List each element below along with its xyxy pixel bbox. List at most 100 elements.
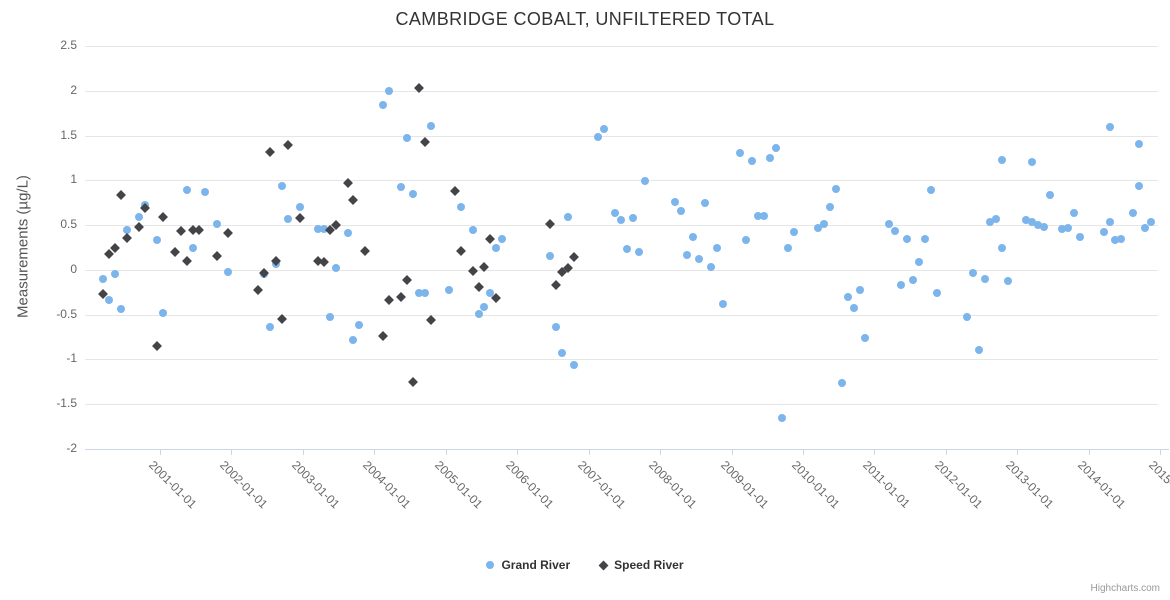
data-point-grand-river[interactable]: [313, 224, 322, 233]
data-point-grand-river[interactable]: [319, 224, 328, 233]
data-point-grand-river[interactable]: [355, 321, 364, 330]
data-point-grand-river[interactable]: [891, 227, 900, 236]
data-point-grand-river[interactable]: [551, 323, 560, 332]
data-point-grand-river[interactable]: [117, 305, 126, 314]
data-point-speed-river[interactable]: [396, 291, 407, 302]
data-point-grand-river[interactable]: [569, 360, 578, 369]
data-point-speed-river[interactable]: [122, 232, 133, 243]
data-point-grand-river[interactable]: [1117, 235, 1126, 244]
data-point-grand-river[interactable]: [688, 232, 697, 241]
data-point-grand-river[interactable]: [99, 274, 108, 283]
data-point-grand-river[interactable]: [819, 220, 828, 229]
data-point-speed-river[interactable]: [277, 314, 287, 325]
data-point-grand-river[interactable]: [986, 218, 995, 227]
data-point-grand-river[interactable]: [1004, 276, 1013, 285]
data-point-grand-river[interactable]: [849, 304, 858, 313]
data-point-grand-river[interactable]: [385, 86, 394, 95]
data-point-grand-river[interactable]: [135, 213, 144, 222]
data-point-grand-river[interactable]: [343, 229, 352, 238]
data-point-grand-river[interactable]: [932, 289, 941, 298]
data-point-grand-river[interactable]: [557, 349, 566, 358]
data-point-grand-river[interactable]: [843, 292, 852, 301]
data-point-grand-river[interactable]: [772, 144, 781, 153]
data-point-grand-river[interactable]: [1069, 208, 1078, 217]
data-point-grand-river[interactable]: [1040, 222, 1049, 231]
data-point-grand-river[interactable]: [593, 133, 602, 142]
data-point-speed-river[interactable]: [491, 292, 502, 303]
data-point-grand-river[interactable]: [498, 235, 507, 244]
highcharts-credits[interactable]: Highcharts.com: [1090, 583, 1160, 594]
data-point-grand-river[interactable]: [682, 250, 691, 259]
data-point-grand-river[interactable]: [349, 335, 358, 344]
data-point-speed-river[interactable]: [283, 140, 293, 151]
data-point-speed-river[interactable]: [158, 212, 168, 222]
data-point-speed-river[interactable]: [134, 221, 145, 232]
data-point-grand-river[interactable]: [426, 121, 435, 130]
data-point-grand-river[interactable]: [992, 214, 1001, 223]
legend-item-grand-river[interactable]: Grand River: [486, 558, 570, 572]
data-point-grand-river[interactable]: [926, 186, 935, 195]
data-point-grand-river[interactable]: [611, 209, 620, 218]
data-point-grand-river[interactable]: [474, 309, 483, 318]
data-point-speed-river[interactable]: [550, 280, 561, 291]
data-point-speed-river[interactable]: [473, 281, 484, 292]
data-point-grand-river[interactable]: [295, 203, 304, 212]
data-point-grand-river[interactable]: [266, 323, 275, 332]
legend-item-speed-river[interactable]: Speed River: [598, 558, 684, 572]
data-point-grand-river[interactable]: [492, 243, 501, 252]
data-point-grand-river[interactable]: [718, 299, 727, 308]
data-point-grand-river[interactable]: [278, 181, 287, 190]
data-point-grand-river[interactable]: [1147, 217, 1156, 226]
data-point-grand-river[interactable]: [105, 296, 114, 305]
data-point-grand-river[interactable]: [831, 185, 840, 194]
data-point-grand-river[interactable]: [325, 313, 334, 322]
data-point-grand-river[interactable]: [813, 223, 822, 232]
data-point-grand-river[interactable]: [420, 289, 429, 298]
data-point-grand-river[interactable]: [962, 313, 971, 322]
data-point-grand-river[interactable]: [629, 213, 638, 222]
data-point-grand-river[interactable]: [635, 247, 644, 256]
data-point-grand-river[interactable]: [861, 333, 870, 342]
data-point-speed-river[interactable]: [568, 252, 579, 263]
data-point-grand-river[interactable]: [766, 153, 775, 162]
data-point-grand-river[interactable]: [224, 267, 233, 276]
data-point-grand-river[interactable]: [153, 236, 162, 245]
data-point-speed-river[interactable]: [116, 189, 127, 200]
data-point-grand-river[interactable]: [885, 220, 894, 229]
data-point-grand-river[interactable]: [444, 285, 453, 294]
data-point-grand-river[interactable]: [998, 243, 1007, 252]
data-point-grand-river[interactable]: [1135, 181, 1144, 190]
data-point-grand-river[interactable]: [158, 308, 167, 317]
data-point-speed-river[interactable]: [449, 186, 460, 197]
data-point-grand-river[interactable]: [379, 101, 388, 110]
data-point-speed-river[interactable]: [181, 255, 192, 266]
data-point-grand-river[interactable]: [1099, 228, 1108, 237]
data-point-speed-river[interactable]: [467, 265, 478, 276]
data-point-grand-river[interactable]: [825, 203, 834, 212]
data-point-grand-river[interactable]: [778, 413, 787, 422]
data-point-grand-river[interactable]: [480, 302, 489, 311]
data-point-grand-river[interactable]: [998, 155, 1007, 164]
data-point-grand-river[interactable]: [468, 225, 477, 234]
data-point-grand-river[interactable]: [1141, 223, 1150, 232]
data-point-grand-river[interactable]: [1028, 217, 1037, 226]
data-point-grand-river[interactable]: [212, 220, 221, 229]
data-point-grand-river[interactable]: [188, 244, 197, 253]
data-point-grand-river[interactable]: [706, 263, 715, 272]
data-point-grand-river[interactable]: [980, 274, 989, 283]
data-point-speed-river[interactable]: [425, 315, 436, 325]
data-point-grand-river[interactable]: [754, 212, 763, 221]
data-point-grand-river[interactable]: [397, 183, 406, 192]
data-point-speed-river[interactable]: [360, 246, 371, 257]
data-point-speed-river[interactable]: [169, 247, 180, 257]
data-point-speed-river[interactable]: [419, 136, 430, 147]
data-point-grand-river[interactable]: [456, 203, 465, 212]
data-point-grand-river[interactable]: [670, 197, 679, 206]
data-point-speed-river[interactable]: [265, 146, 276, 157]
data-point-grand-river[interactable]: [414, 289, 423, 298]
data-point-grand-river[interactable]: [1135, 139, 1144, 148]
data-point-speed-river[interactable]: [408, 376, 418, 387]
data-point-grand-river[interactable]: [712, 244, 721, 253]
data-point-speed-river[interactable]: [544, 219, 555, 230]
data-point-grand-river[interactable]: [748, 156, 757, 165]
